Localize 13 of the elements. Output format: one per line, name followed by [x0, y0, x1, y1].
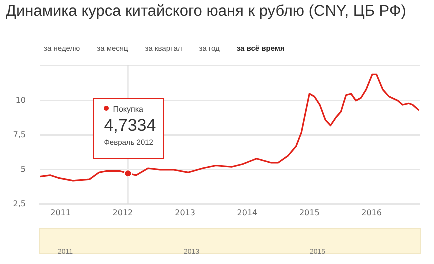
y-tick-label: 5 — [20, 164, 26, 174]
x-tick-label: 2014 — [237, 208, 258, 218]
x-tick-label: 2011 — [50, 208, 71, 218]
chart-title: Динамика курса китайского юаня к рублю (CNY, ЦБ РФ) — [6, 3, 406, 21]
y-tick-label: 2,5 — [13, 199, 26, 208]
x-tick-label: 2015 — [299, 208, 320, 218]
x-tick-label: 2012 — [112, 208, 134, 218]
y-tick-label: 7,5 — [13, 130, 26, 140]
text: 4,7334 — [104, 116, 156, 135]
y-tick-label: 10 — [16, 96, 26, 105]
x-tick-label: 2013 — [175, 208, 196, 218]
x-tick-label: 2016 — [362, 208, 382, 218]
annotation: Покупка — [112, 104, 144, 114]
